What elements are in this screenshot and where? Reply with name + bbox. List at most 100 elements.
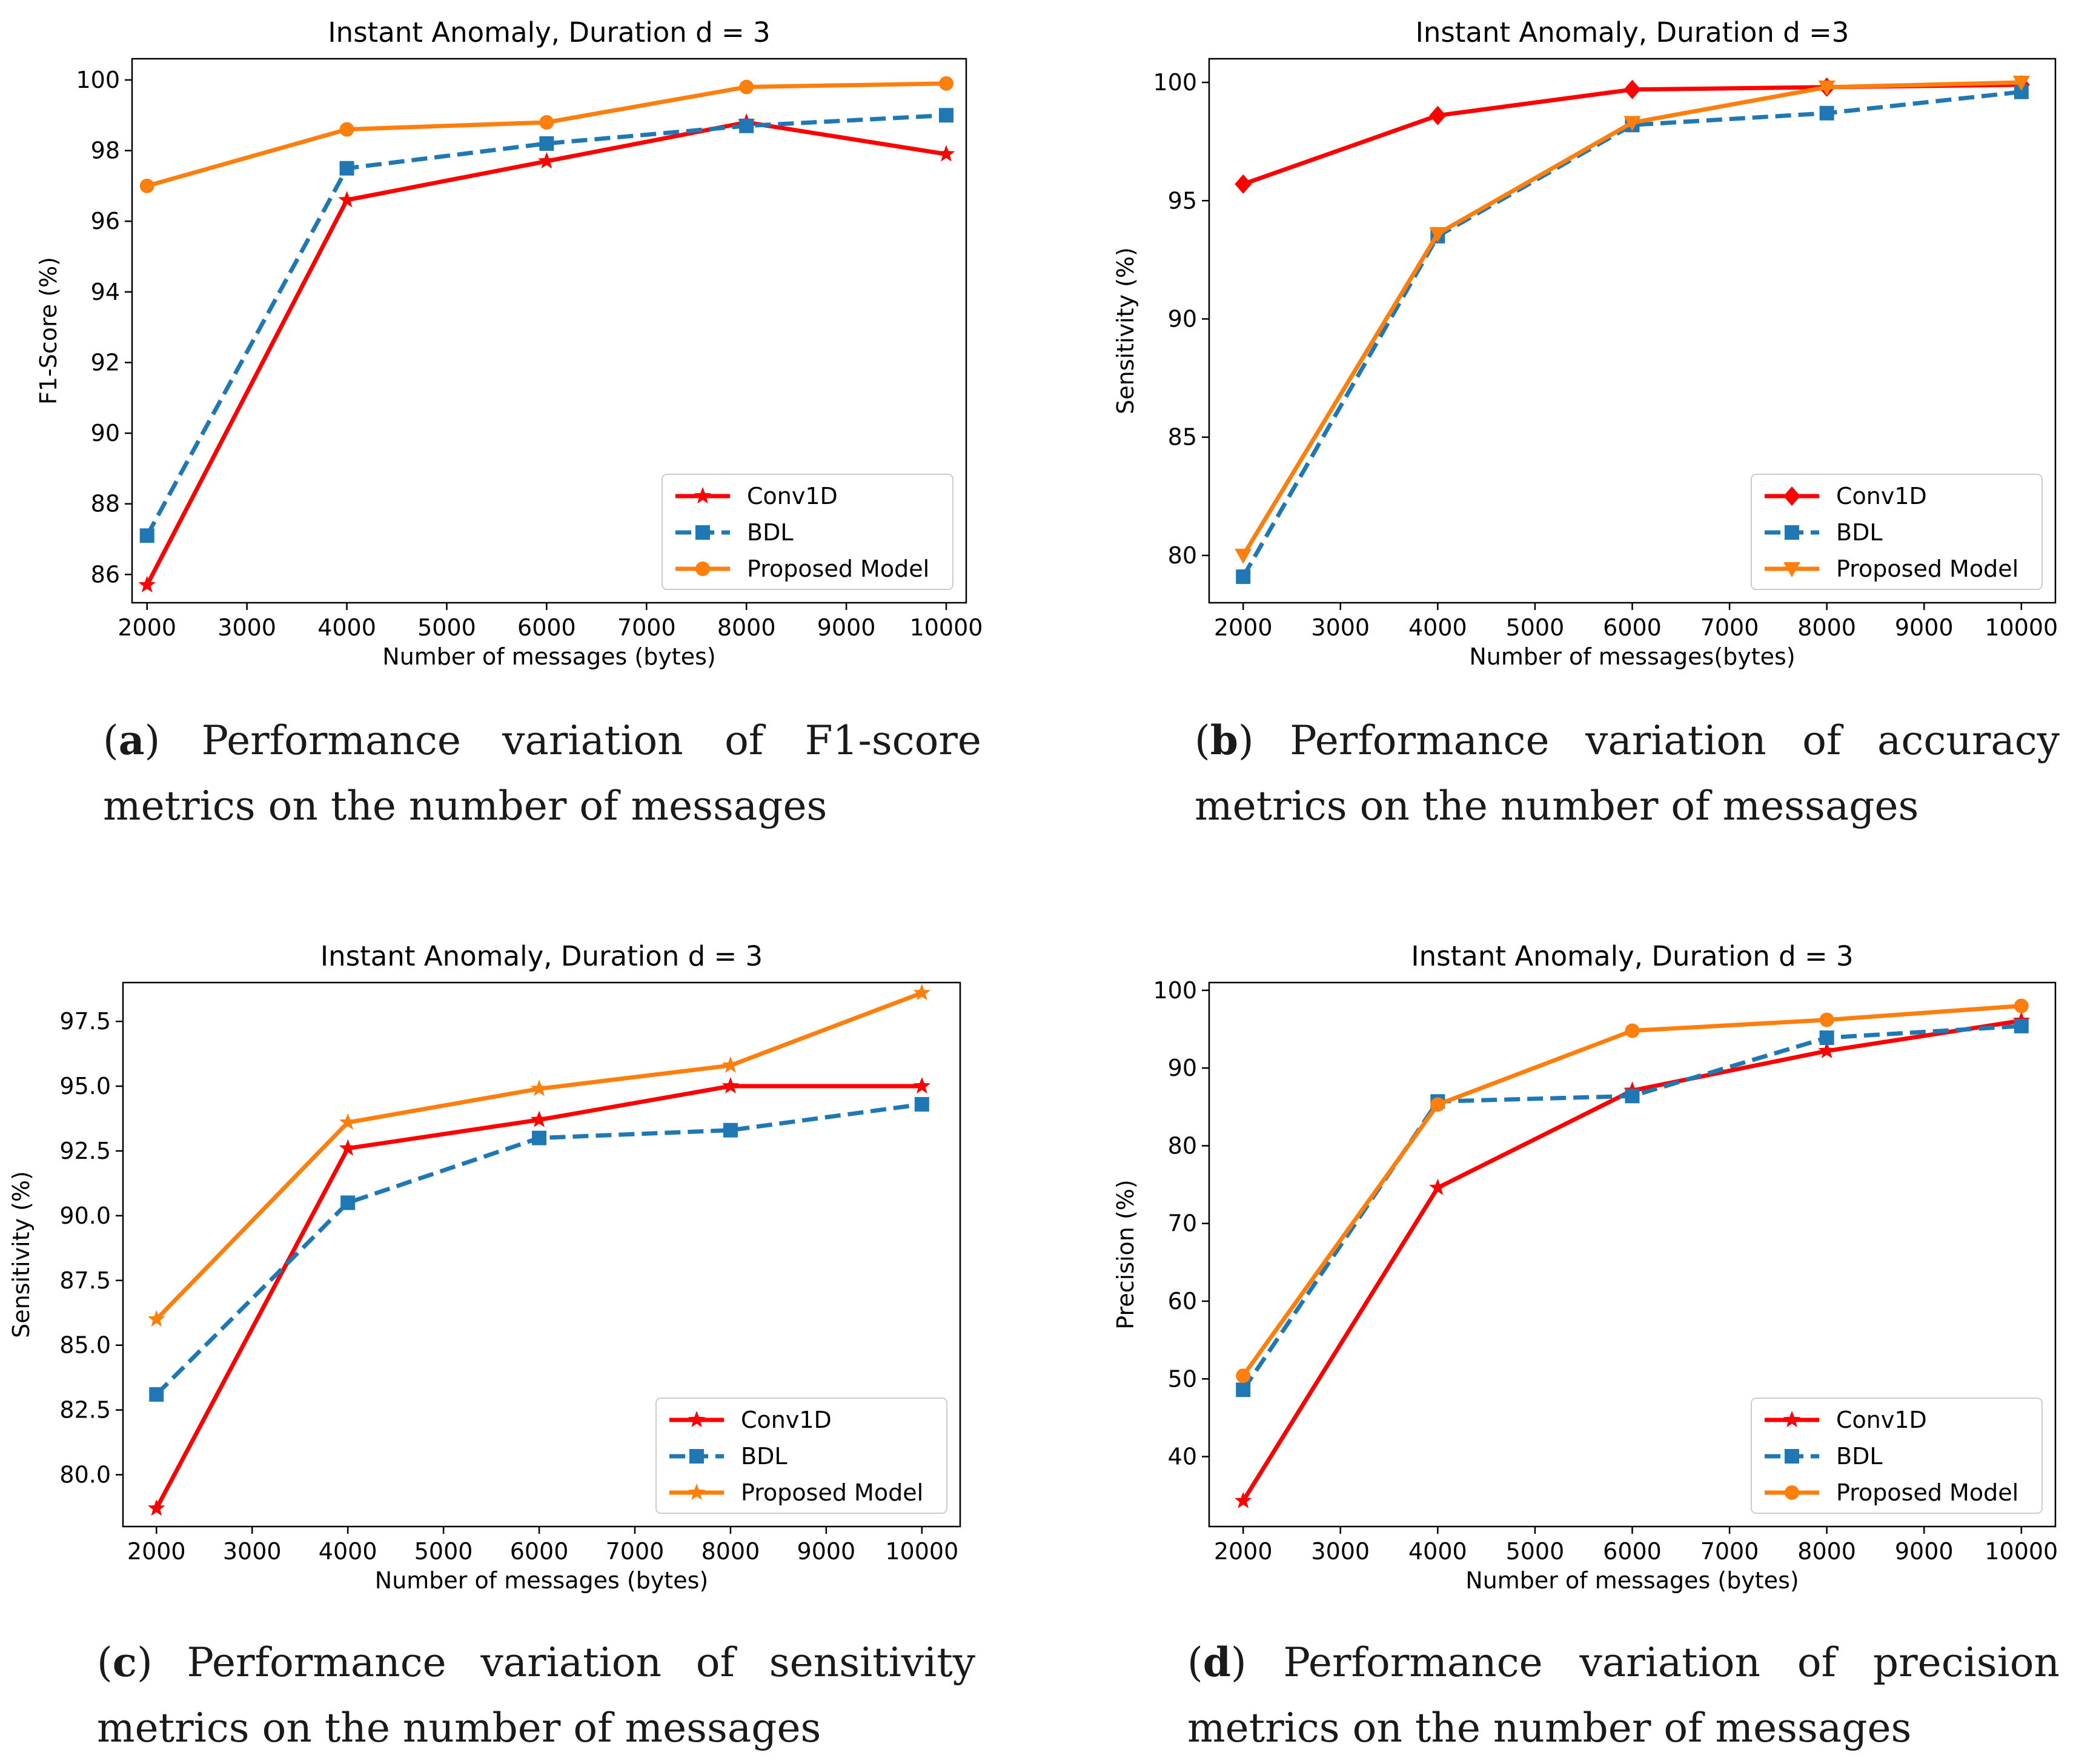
legend-marker (1785, 1485, 1799, 1500)
series-conv1d (1235, 75, 2030, 194)
caption-letter: b (1210, 717, 1238, 764)
x-tick-label: 5000 (1506, 614, 1565, 641)
plot-frame (131, 58, 967, 604)
caption-text: Performance variation of accuracy metric… (1195, 717, 2060, 829)
data-point (2012, 76, 2030, 91)
data-point (1819, 1030, 1834, 1046)
data-point (2014, 998, 2029, 1013)
series-line (154, 1102, 923, 1396)
series-proposed-model (1236, 998, 2029, 1384)
caption-letter: a (118, 717, 145, 764)
y-axis-label: F1-Score (%) (35, 257, 62, 405)
y-tick-label: 98 (91, 138, 120, 164)
data-point (339, 1113, 357, 1130)
y-tick-label: 60 (1168, 1288, 1197, 1315)
x-tick-label: 7000 (1700, 1538, 1759, 1565)
y-tick-label: 96 (91, 208, 120, 234)
legend-marker (695, 525, 710, 540)
x-tick-label: 8000 (717, 614, 776, 641)
caption-c: (c) Performance variation of sensitivity… (97, 1639, 976, 1751)
y-tick-label: 80 (1168, 1132, 1197, 1159)
x-axis-label: Number of messages (bytes) (375, 1567, 708, 1594)
legend: Conv1D BDL Proposed Model (662, 474, 953, 590)
series-proposed-model (139, 76, 954, 193)
y-tick-label: 100 (1153, 977, 1197, 1004)
y-axis-label: Precision (%) (1112, 1179, 1139, 1329)
y-tick-label: 95 (1168, 187, 1197, 214)
x-tick-label: 3000 (1311, 1538, 1370, 1565)
y-axis-label: Sensitivity (%) (8, 1171, 35, 1338)
x-axis-label: Number of messages (bytes) (382, 643, 715, 670)
plot-frame (1208, 981, 2057, 1528)
legend-marker (1783, 562, 1800, 577)
data-point (1625, 1023, 1640, 1038)
chart-title: Instant Anomaly, Duration d = 3 (1411, 940, 1853, 972)
data-point (338, 191, 356, 208)
x-tick-label: 4000 (317, 614, 376, 641)
data-point (138, 575, 156, 592)
chart-title: Instant Anomaly, Duration d = 3 (328, 16, 770, 48)
chart-title: Instant Anomaly, Duration d =3 (1416, 16, 1849, 48)
y-tick-label: 90.0 (59, 1202, 111, 1229)
y-tick-label: 87.5 (59, 1267, 111, 1294)
x-tick-label: 2000 (127, 1538, 186, 1565)
data-point (340, 1195, 356, 1210)
x-tick-label: 4000 (319, 1538, 377, 1565)
data-point (723, 1122, 738, 1138)
data-point (939, 76, 954, 91)
y-tick-label: 100 (76, 67, 120, 93)
legend-label: Proposed Model (747, 555, 929, 582)
caption-b: (b) Performance variation of accuracy me… (1195, 717, 2060, 829)
legend-marker (1785, 1449, 1799, 1464)
data-point (1819, 1012, 1834, 1027)
data-point (539, 114, 554, 130)
caption-letter: c (112, 1639, 137, 1686)
y-tick-label: 85.0 (59, 1332, 111, 1359)
caption-letter: d (1202, 1639, 1231, 1686)
x-tick-label: 2000 (118, 614, 176, 641)
y-tick-label: 97.5 (59, 1008, 111, 1035)
legend-label: BDL (741, 1443, 788, 1470)
data-point (530, 1110, 548, 1127)
y-axis-label: Sensitivity (%) (1112, 247, 1139, 414)
x-tick-label: 7000 (617, 614, 676, 641)
series-conv1d (148, 1077, 931, 1516)
series-line (154, 990, 923, 1321)
y-tick-label: 92.5 (59, 1138, 111, 1164)
legend-label: BDL (1836, 1443, 1883, 1470)
x-tick-label: 6000 (510, 1538, 569, 1565)
x-tick-label: 4000 (1408, 614, 1467, 641)
x-tick-label: 8000 (1797, 1538, 1856, 1565)
data-point (1236, 569, 1251, 585)
data-point (1429, 105, 1447, 125)
chart-panel-a: Instant Anomaly, Duration d = 3 2000 3000 4… (35, 16, 983, 670)
data-point (939, 108, 954, 123)
data-point (913, 1077, 931, 1094)
series-line (145, 113, 947, 537)
x-tick-label: 5000 (414, 1538, 473, 1565)
data-point (1235, 174, 1252, 194)
data-point (1235, 548, 1252, 564)
legend-box (655, 1398, 947, 1514)
x-tick-label: 10000 (1985, 614, 2058, 641)
legend-label: BDL (1836, 519, 1883, 546)
y-tick-label: 80 (1168, 542, 1197, 569)
x-tick-label: 3000 (217, 614, 276, 641)
y-tick-label: 85 (1168, 424, 1197, 451)
data-point (339, 122, 354, 137)
legend-label: Proposed Model (1836, 555, 2018, 582)
series-line (1241, 1024, 2022, 1391)
legend-label: Conv1D (747, 483, 838, 509)
series-bdl (139, 108, 954, 543)
legend: Conv1D BDL Proposed Model (1751, 1398, 2043, 1514)
legend-label: BDL (747, 519, 794, 546)
legend-marker (688, 1484, 706, 1500)
y-tick-label: 90 (1168, 305, 1197, 332)
data-point (149, 1387, 164, 1402)
legend-label: Conv1D (1836, 1407, 1927, 1433)
legend-marker (688, 1411, 706, 1428)
x-tick-label: 6000 (1603, 1538, 1662, 1565)
legend-label: Conv1D (741, 1407, 832, 1433)
series-line (1241, 1004, 2022, 1378)
